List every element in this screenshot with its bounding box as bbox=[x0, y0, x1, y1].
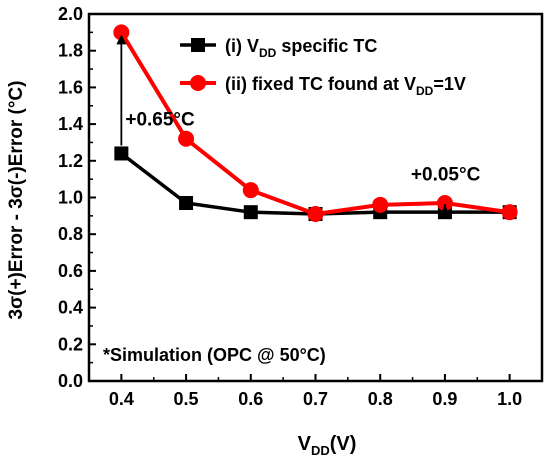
x-tick-label: 0.5 bbox=[174, 389, 199, 409]
axes bbox=[87, 12, 544, 383]
y-tick-label: 0.4 bbox=[58, 298, 83, 318]
y-tick-label: 1.4 bbox=[58, 114, 83, 134]
plot-frame bbox=[87, 12, 544, 383]
data-point-circle bbox=[307, 206, 324, 223]
data-point-circle bbox=[178, 130, 195, 147]
y-tick-label: 2.0 bbox=[58, 4, 83, 24]
x-tick-label: 0.8 bbox=[368, 389, 393, 409]
data-point-circle bbox=[501, 204, 518, 221]
y-tick-label: 1.2 bbox=[58, 151, 83, 171]
data-point-square bbox=[179, 196, 194, 211]
y-tick-label: 1.8 bbox=[58, 41, 83, 61]
x-axis-label: VDD(V) bbox=[298, 433, 357, 458]
legend: (i) VDD specific TC (ii) fixed TC found a… bbox=[180, 36, 466, 98]
x-tick-label: 0.9 bbox=[432, 389, 457, 409]
annotation-layer: +0.65°C +0.05°C bbox=[116, 34, 481, 216]
y-tick-label: 1.0 bbox=[58, 188, 83, 208]
annotation-label: +0.05°C bbox=[411, 164, 481, 185]
x-tick-label: 0.4 bbox=[109, 389, 134, 409]
data-point-circle bbox=[113, 24, 130, 41]
x-tick-label: 1.0 bbox=[497, 389, 522, 409]
data-point-circle bbox=[436, 195, 453, 212]
y-tick-label: 0.0 bbox=[58, 371, 83, 391]
legend-label-1: (i) VDD specific TC bbox=[225, 36, 377, 60]
y-tick-label: 0.6 bbox=[58, 261, 83, 281]
annotation-arrow-head bbox=[116, 34, 127, 45]
annotation-label: +0.65°C bbox=[125, 109, 195, 130]
y-axis-label: 3σ(+)Error - 3σ(-)Error (°C) bbox=[6, 81, 27, 320]
y-tick-label: 0.8 bbox=[58, 224, 83, 244]
legend-label-2: (ii) fixed TC found at VDD=1V bbox=[225, 74, 466, 98]
annotation-arrow-head bbox=[439, 205, 450, 216]
x-tick-label: 0.7 bbox=[303, 389, 328, 409]
data-point-circle bbox=[372, 196, 389, 213]
x-tick-label: 0.6 bbox=[238, 389, 263, 409]
legend-marker-circle bbox=[190, 75, 206, 91]
y-tick-label: 0.2 bbox=[58, 334, 83, 354]
tick-marks: 0.0 0.2 0.4 0.6 0.8 1.0 1.2 1.4 1.6 1.8 2.0 0.4 0.5 0… bbox=[58, 4, 522, 409]
legend-marker-square bbox=[191, 38, 205, 52]
data-point-circle bbox=[242, 182, 259, 199]
y-tick-label: 1.6 bbox=[58, 77, 83, 97]
data-point-square bbox=[243, 205, 258, 220]
note-text: *Simulation (OPC @ 50°C) bbox=[103, 345, 326, 365]
data-point-square bbox=[114, 146, 129, 161]
